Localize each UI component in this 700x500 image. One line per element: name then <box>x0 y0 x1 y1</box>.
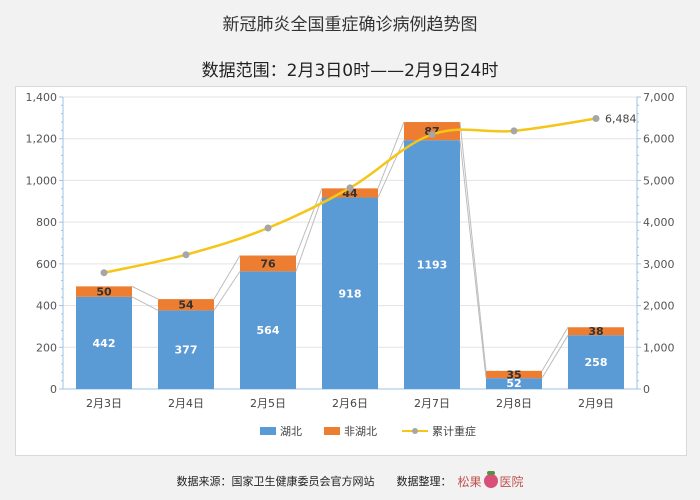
y-right-tick-label: 0 <box>643 383 650 396</box>
bar-hubei <box>76 296 132 389</box>
bar-connector <box>541 334 569 379</box>
y-right-tick-label: 7,000 <box>643 91 675 104</box>
bar-hubei <box>240 271 296 389</box>
data-label-non-hubei: 54 <box>178 299 194 312</box>
y-right-tick-label: 3,000 <box>643 258 675 271</box>
data-compiler-text: 数据整理： <box>396 475 452 488</box>
y-right-tick-label: 6,000 <box>643 133 675 146</box>
bar-connector <box>377 139 405 198</box>
data-label-cumulative: 6,484 <box>605 113 637 126</box>
x-tick-label: 2月3日 <box>86 397 122 410</box>
bar-hubei <box>568 335 624 389</box>
data-label-hubei: 377 <box>175 344 198 357</box>
bar-hubei <box>322 197 378 389</box>
data-label-hubei: 442 <box>93 337 116 350</box>
bar-non-hubei <box>240 255 296 272</box>
bar-hubei <box>158 310 214 389</box>
bar-non-hubei <box>76 286 132 297</box>
bar-connector <box>295 197 323 272</box>
bar-connector <box>295 188 323 256</box>
legend-label-cumulative: 累计重症 <box>432 424 476 438</box>
bar-hubei <box>404 140 460 389</box>
bar-non-hubei <box>568 327 624 336</box>
x-tick-label: 2月9日 <box>578 397 614 410</box>
bar-connector <box>131 296 159 311</box>
data-source-text: 数据来源：国家卫生健康委员会官方网站 <box>176 475 375 488</box>
data-label-hubei: 52 <box>506 377 521 390</box>
y-right-tick-label: 2,000 <box>643 300 675 313</box>
x-tick-label: 2月5日 <box>250 397 286 410</box>
legend-swatch-non-hubei <box>324 427 340 435</box>
data-label-hubei: 564 <box>257 324 280 337</box>
point-cumulative <box>428 131 436 139</box>
bar-connector <box>459 121 487 371</box>
legend-label-hubei: 湖北 <box>280 425 302 438</box>
y-left-tick-label: 1,000 <box>26 174 58 187</box>
x-tick-label: 2月7日 <box>414 397 450 410</box>
point-cumulative <box>510 127 518 135</box>
data-label-non-hubei: 35 <box>506 369 521 382</box>
x-tick-label: 2月6日 <box>332 397 368 410</box>
point-cumulative <box>100 269 108 277</box>
data-label-non-hubei: 38 <box>588 325 603 338</box>
point-cumulative <box>182 251 190 259</box>
bar-hubei <box>486 378 542 389</box>
bar-non-hubei <box>486 370 542 379</box>
data-label-hubei: 258 <box>585 356 608 369</box>
data-label-non-hubei: 76 <box>260 257 276 270</box>
chart-area: 0 200 400 600 800 1,000 1,200 1,400 0 1,000 2,000 3… <box>15 86 687 456</box>
legend-marker-cumulative <box>412 428 418 434</box>
point-cumulative <box>264 224 272 232</box>
bar-connector <box>377 121 405 189</box>
data-label-hubei: 1193 <box>417 259 448 272</box>
bar-non-hubei <box>322 188 378 198</box>
y-left-tick-label: 400 <box>36 300 57 313</box>
chart-subtitle: 数据范围：2月3日0时——2月9日24时 <box>201 61 499 81</box>
footer: 数据来源：国家卫生健康委员会官方网站 数据整理： 松果 医院 <box>0 470 700 492</box>
brand-logo: 松果 医院 <box>457 471 524 490</box>
brand-name-left: 松果 <box>457 474 482 489</box>
point-cumulative <box>592 115 600 123</box>
point-cumulative <box>346 184 354 192</box>
legend-label-non-hubei: 非湖北 <box>344 425 377 438</box>
y-left-tick-label: 600 <box>36 258 57 271</box>
bar-non-hubei <box>158 299 214 311</box>
y-left-tick-label: 800 <box>36 216 57 229</box>
chart-svg: 0 200 400 600 800 1,000 1,200 1,400 0 1,000 2,000 3… <box>26 91 675 438</box>
bar-connector <box>131 285 159 300</box>
y-right-tick-label: 5,000 <box>643 174 675 187</box>
y-left-tick-label: 200 <box>36 341 57 354</box>
y-right-tick-label: 4,000 <box>643 216 675 229</box>
brand-name-right: 医院 <box>499 474 524 489</box>
bar-connector <box>541 327 569 372</box>
x-tick-label: 2月8日 <box>496 397 532 410</box>
data-label-hubei: 918 <box>339 287 362 300</box>
y-left-tick-label: 0 <box>50 383 57 396</box>
bar-connector <box>459 140 487 379</box>
y-left-tick-label: 1,200 <box>26 133 58 146</box>
bar-connector <box>213 255 241 300</box>
legend-swatch-hubei <box>260 427 276 435</box>
x-tick-label: 2月4日 <box>168 397 204 410</box>
data-label-non-hubei: 50 <box>96 286 112 299</box>
y-right-tick-label: 1,000 <box>643 341 675 354</box>
bar-connector <box>213 271 241 311</box>
chart-title: 新冠肺炎全国重症确诊病例趋势图 <box>222 15 478 35</box>
pinecone-logo-icon <box>483 471 498 488</box>
y-left-tick-label: 1,400 <box>26 91 58 104</box>
